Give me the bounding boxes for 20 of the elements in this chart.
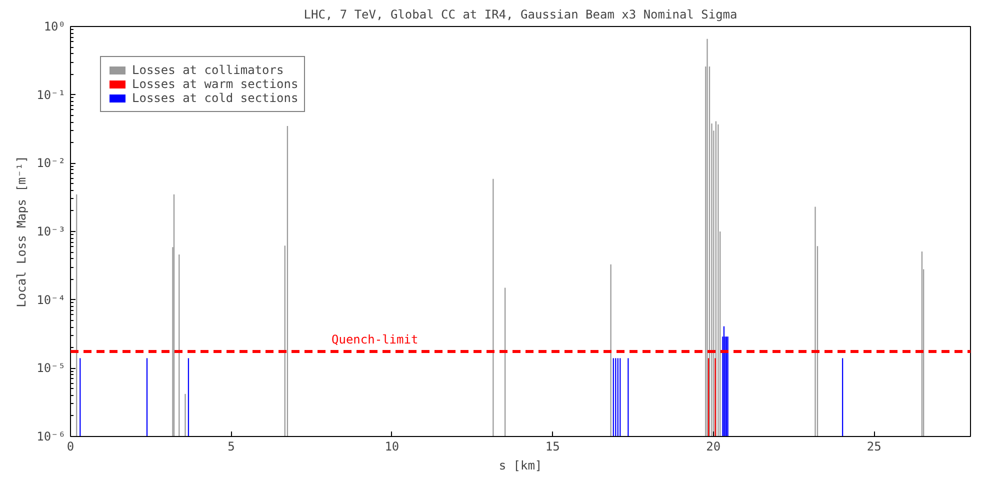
legend-label: Losses at cold sections [132, 91, 298, 105]
y-tick-label: 10⁻⁶ [36, 430, 66, 444]
x-tick-label: 0 [66, 440, 74, 454]
x-tick-label: 10 [384, 440, 400, 454]
chart-title: LHC, 7 TeV, Global CC at IR4, Gaussian Beam x3 Nominal Sigma [304, 8, 738, 22]
legend-label: Losses at collimators [132, 63, 284, 77]
y-tick-label: 10⁻³ [36, 224, 66, 238]
y-axis-title: Local Loss Maps [m⁻¹] [14, 156, 29, 308]
x-axis-title: s [km] [498, 458, 542, 472]
y-tick-label: 10⁻⁴ [36, 292, 66, 307]
x-tick-label: 25 [866, 440, 882, 454]
y-tick-label: 10⁻¹ [36, 88, 66, 102]
x-tick-label: 15 [545, 440, 560, 454]
ref-line-label: Quench-limit [332, 332, 418, 347]
x-tick-label: 20 [706, 440, 721, 454]
legend-label: Losses at warm sections [132, 77, 298, 91]
y-tick-label: 10⁰ [44, 20, 66, 34]
y-tick-label: 10⁻⁵ [36, 361, 66, 376]
y-tick-label: 10⁻² [36, 156, 66, 170]
x-tick-label: 5 [228, 440, 235, 454]
